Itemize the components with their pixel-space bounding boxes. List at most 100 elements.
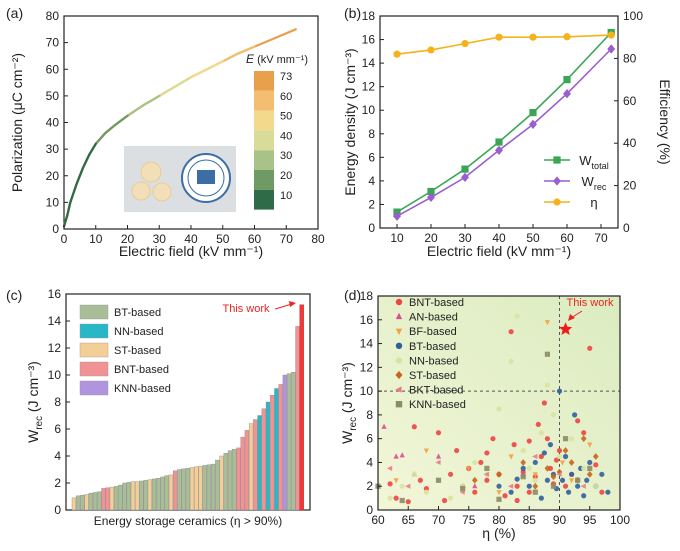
ceramic-disk (140, 161, 162, 183)
this-work-label: This work (566, 297, 614, 309)
data-point (393, 50, 401, 58)
panel-a-xlabel: Electric field (kV mm⁻¹) (119, 243, 263, 259)
legend-marker (395, 357, 403, 364)
seal-emblem (197, 170, 215, 184)
bar (215, 459, 220, 511)
legend-marker (553, 176, 561, 186)
bar (270, 395, 275, 511)
panel-b-y2-tick-label: 20 (623, 179, 637, 193)
panel-a-label: (a) (6, 5, 23, 21)
legend-marker (395, 328, 403, 336)
panel-d-ylabel: Wrec (J cm⁻³) (339, 362, 359, 444)
scatter-point (599, 471, 605, 477)
scatter-point (423, 489, 429, 495)
data-point (607, 31, 615, 39)
panel-b-y-tick-label: 8 (368, 127, 375, 141)
legend-label: KNN-based (114, 383, 171, 395)
panel-d-xlabel: η (%) (482, 525, 515, 541)
scatter-point (435, 459, 441, 466)
legend-swatch (79, 323, 109, 339)
scatter-point (514, 483, 520, 489)
legend-label: BF-based (409, 326, 457, 338)
scatter-point (532, 472, 538, 478)
panel-b-x-tick-label: 40 (492, 231, 506, 245)
scatter-point (538, 495, 544, 501)
scatter-point (544, 382, 551, 388)
scatter-point (484, 477, 490, 483)
bar (177, 469, 182, 511)
scatter-point (584, 477, 590, 483)
bar (274, 388, 279, 511)
bar (185, 467, 190, 511)
this-work-label: This work (222, 303, 270, 315)
panel-a-x-tick-label: 40 (184, 232, 198, 246)
panel-d-x-tick-label: 90 (553, 513, 567, 527)
bar (261, 408, 266, 511)
scatter-point (553, 457, 560, 463)
bar (151, 478, 157, 511)
bar (126, 482, 131, 511)
scatter-point (575, 418, 581, 424)
panel-b-y2-tick-label: 40 (623, 136, 637, 150)
panel-d-x-tick-label: 80 (492, 513, 506, 527)
scatter-point (587, 459, 593, 466)
bar (278, 384, 283, 511)
ceramic-disk (152, 182, 172, 202)
scatter-point (541, 400, 547, 406)
scatter-point (569, 471, 575, 477)
panel-b-y2-tick-label: 60 (623, 94, 637, 108)
scatter-point (581, 430, 587, 436)
panel-a: 0 10 20 30 40 50 60 70 80 0 10 20 30 40 50 60 70 80 Electr… (9, 9, 325, 259)
panel-d-x-tick-label: 100 (610, 513, 630, 527)
data-point (427, 187, 435, 196)
polarization-curve (62, 142, 97, 228)
scatter-point (507, 483, 514, 489)
panel-a-x-tick-label: 70 (280, 232, 294, 246)
scatter-point (605, 489, 611, 495)
panel-b-xlabel: Electric field (kV mm⁻¹) (427, 243, 571, 259)
legend-swatch (254, 189, 274, 210)
scatter-point (550, 473, 557, 481)
scatter-point (496, 406, 502, 412)
bar (232, 449, 237, 511)
panel-c-y-tick-label: 16 (48, 287, 62, 301)
scatter-point (556, 447, 563, 454)
legend-label: AN-based (409, 312, 458, 324)
legend-label: 60 (280, 91, 292, 103)
panel-a-y-tick-label: 60 (46, 62, 60, 76)
panel-b-x-tick-label: 60 (560, 231, 574, 245)
legend-label: BNT-based (409, 297, 464, 309)
scatter-point (490, 436, 496, 442)
legend-swatch (79, 361, 109, 377)
scatter-point (526, 438, 532, 444)
panel-a-y-tick-label: 30 (46, 142, 60, 156)
panel-d-y-tick-label: 2 (366, 479, 373, 493)
panel-d-y-tick-label: 4 (366, 455, 373, 469)
scatter-point (460, 486, 466, 492)
scatter-point (423, 486, 429, 492)
legend-label: BT-based (409, 341, 456, 353)
scatter-point (544, 465, 551, 472)
this-work-arrow (274, 303, 293, 310)
data-point (495, 145, 503, 155)
this-work-arrowhead (289, 301, 296, 307)
scatter-point (393, 453, 399, 459)
scatter-point (399, 497, 405, 504)
scatter-point (441, 497, 448, 504)
bar (84, 494, 89, 511)
scatter-point (556, 471, 562, 477)
scatter-point (556, 388, 563, 394)
data-point (461, 165, 469, 173)
scatter-point (562, 453, 569, 460)
bar (248, 423, 254, 511)
bar (240, 436, 245, 511)
scatter-point (580, 435, 587, 443)
scatter-point (472, 483, 478, 489)
scatter-point (417, 477, 423, 483)
legend-label: Wtotal (579, 153, 608, 171)
scatter-point (454, 447, 460, 454)
panel-a-y-tick-label: 80 (46, 9, 60, 23)
panel-a-x-tick-label: 50 (216, 232, 230, 246)
scatter-point (586, 470, 593, 478)
data-point (461, 172, 469, 183)
